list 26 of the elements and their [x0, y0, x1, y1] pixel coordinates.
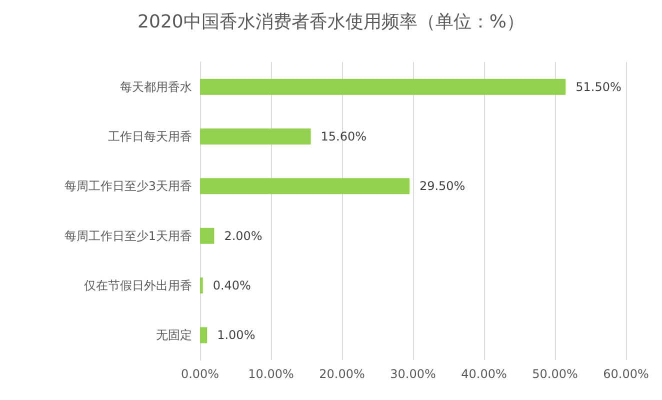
- y-tick-label: 每天都用香水: [120, 80, 192, 94]
- x-tick-label: 0.00%: [180, 367, 220, 381]
- data-label: 29.50%: [419, 179, 466, 194]
- data-label: 15.60%: [320, 130, 367, 144]
- bar: [200, 128, 311, 144]
- data-label: 51.50%: [576, 80, 622, 94]
- y-tick-label: 仅在节假日外出用香: [84, 278, 192, 292]
- x-tick-label: 20.00%: [319, 367, 365, 381]
- data-label: 2.00%: [224, 228, 262, 243]
- x-tick-label: 30.00%: [390, 367, 436, 381]
- chart-title: 2020中国香水消费者香水使用频率（单位：%）: [138, 12, 524, 32]
- bar: [200, 78, 566, 95]
- bar: [200, 178, 410, 194]
- bar: [200, 278, 203, 294]
- x-tick-label: 60.00%: [603, 367, 649, 381]
- y-tick-label: 工作日每天用香: [108, 130, 192, 144]
- x-tick-label: 50.00%: [532, 367, 578, 381]
- y-tick-label: 无固定: [156, 328, 192, 342]
- y-tick-label: 每周工作日至少1天用香: [64, 228, 192, 243]
- y-tick-label: 每周工作日至少3天用香: [64, 179, 192, 194]
- x-tick-label: 40.00%: [461, 367, 507, 381]
- data-label: 1.00%: [217, 328, 256, 342]
- data-label: 0.40%: [212, 278, 251, 292]
- bar: [200, 327, 208, 344]
- x-tick-label: 10.00%: [248, 367, 294, 381]
- bar: [200, 228, 214, 244]
